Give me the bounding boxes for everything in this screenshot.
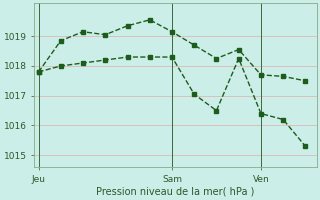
X-axis label: Pression niveau de la mer( hPa ): Pression niveau de la mer( hPa ): [96, 187, 254, 197]
